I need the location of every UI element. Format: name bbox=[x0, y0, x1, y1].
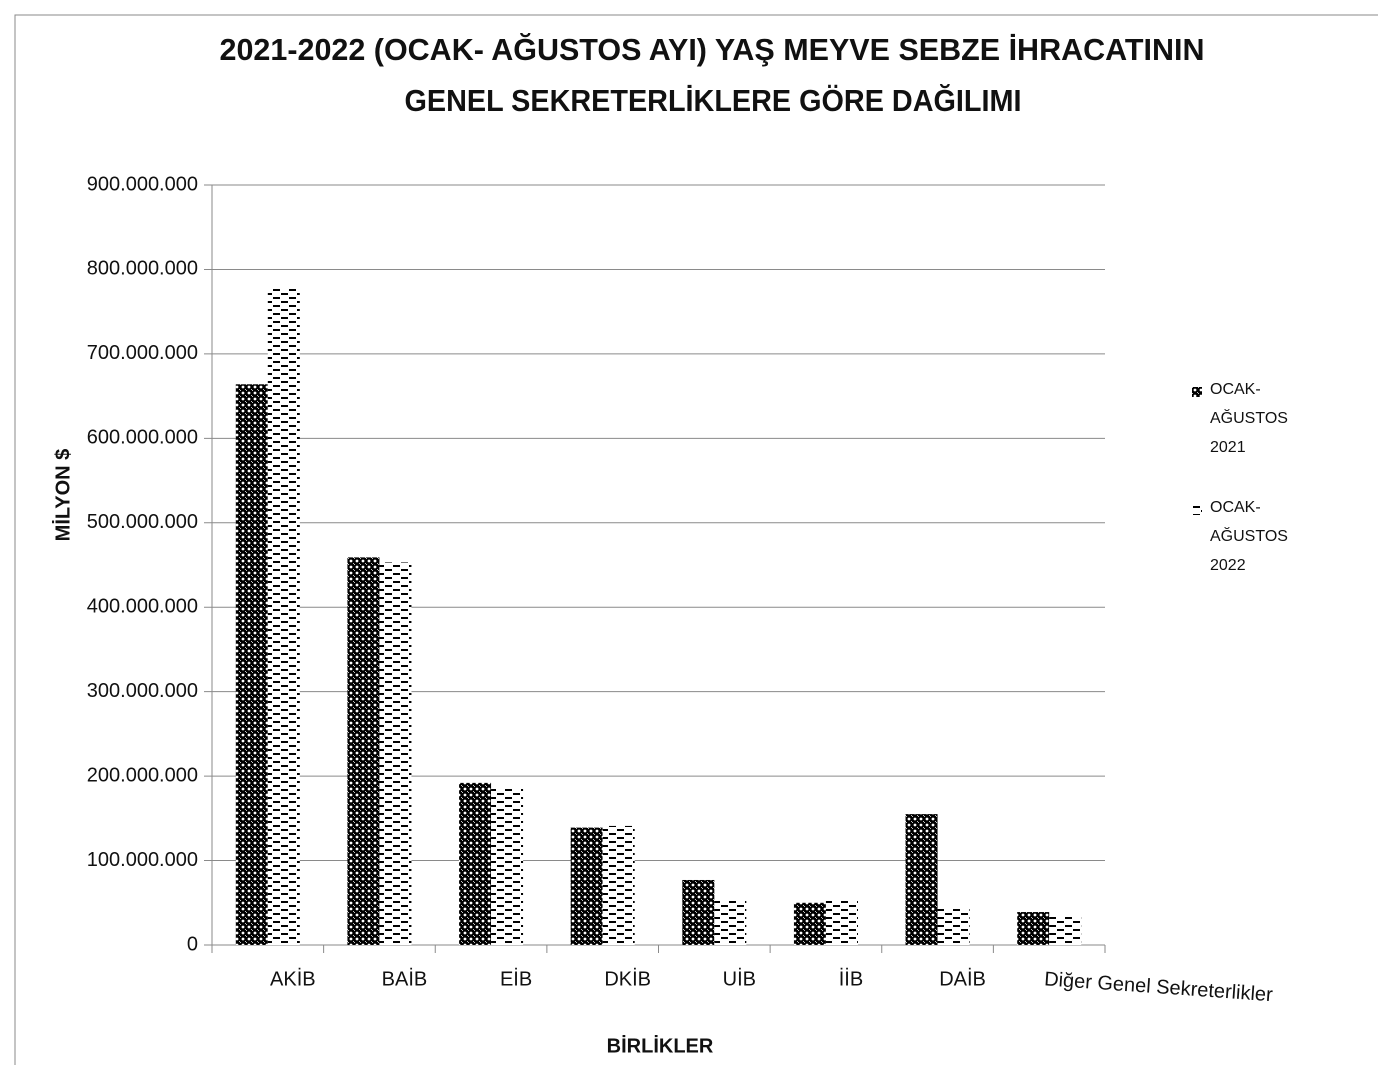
y-axis-title: MİLYON $ bbox=[51, 449, 74, 542]
legend-swatch bbox=[1192, 502, 1202, 515]
bar bbox=[825, 899, 858, 945]
y-tick-label: 0 bbox=[187, 933, 198, 955]
y-tick-label: 100.000.000 bbox=[87, 849, 198, 871]
legend-label: OCAK- AĞUSTOS 2021 bbox=[1210, 381, 1288, 456]
x-tick-label: DAİB bbox=[939, 967, 986, 990]
bar bbox=[491, 788, 524, 945]
bar bbox=[235, 384, 268, 945]
x-tick-label: DKİB bbox=[604, 967, 651, 990]
bar bbox=[937, 908, 970, 945]
bar bbox=[379, 562, 412, 945]
bar bbox=[602, 825, 635, 945]
bar bbox=[267, 287, 300, 946]
y-tick-label: 800.000.000 bbox=[87, 258, 198, 280]
legend-swatch bbox=[1192, 384, 1202, 397]
y-tick-label: 600.000.000 bbox=[87, 427, 198, 449]
bar bbox=[714, 899, 747, 945]
x-tick-label: İİB bbox=[839, 967, 863, 990]
bar bbox=[1049, 916, 1082, 945]
x-tick-label: BAİB bbox=[382, 967, 428, 990]
x-tick-label: AKİB bbox=[270, 967, 316, 990]
chart-title: 2021-2022 (OCAK- AĞUSTOS AYI) YAŞ MEYVE … bbox=[220, 32, 1205, 67]
bar bbox=[570, 827, 603, 945]
bar bbox=[682, 879, 715, 945]
y-tick-label: 700.000.000 bbox=[87, 342, 198, 364]
bar bbox=[1017, 912, 1050, 945]
x-tick-label: UİB bbox=[723, 967, 756, 990]
bar bbox=[793, 902, 826, 945]
x-tick-label: Diğer Genel Sekreterlikler bbox=[1043, 968, 1273, 1006]
x-axis-title: BİRLİKLER bbox=[607, 1034, 714, 1057]
legend-label: OCAK- AĞUSTOS 2022 bbox=[1210, 499, 1288, 574]
chart-title: GENEL SEKRETERLİKLERE GÖRE DAĞILIMI bbox=[405, 83, 1022, 118]
y-tick-label: 500.000.000 bbox=[87, 511, 198, 533]
bar bbox=[459, 782, 492, 945]
y-tick-label: 900.000.000 bbox=[87, 173, 198, 195]
y-tick-label: 200.000.000 bbox=[87, 764, 198, 786]
y-tick-label: 400.000.000 bbox=[87, 596, 198, 618]
bar bbox=[347, 557, 380, 945]
bar bbox=[905, 814, 938, 945]
frame bbox=[14, 14, 1378, 1065]
x-tick-label: EİB bbox=[500, 967, 532, 990]
y-tick-label: 300.000.000 bbox=[87, 680, 198, 702]
